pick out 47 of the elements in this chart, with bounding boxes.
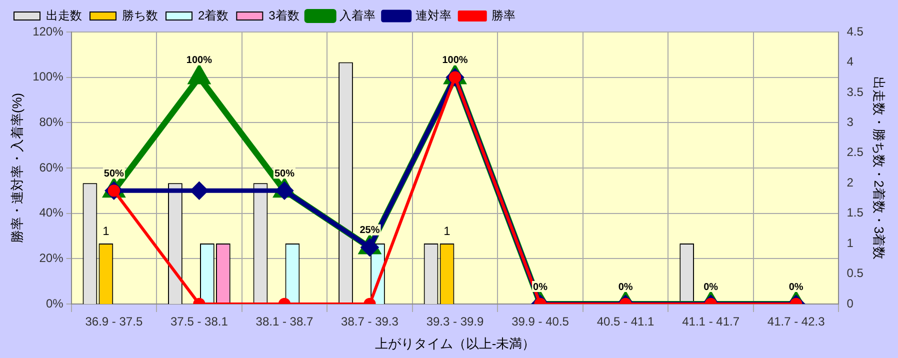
legend-label: 3着数	[268, 8, 300, 22]
legend-label: 勝率	[491, 8, 516, 22]
y-tick-label: 120%	[32, 24, 64, 38]
y-axis-title: 勝率・連対率・入着率(%)	[9, 92, 24, 244]
x-tick-label: 38.7 - 39.3	[341, 314, 399, 329]
y-tick-label: 100%	[32, 70, 64, 84]
y-tick-label: 60%	[39, 160, 64, 174]
data-label: 0%	[618, 282, 633, 293]
legend-label: 勝ち数	[122, 8, 158, 22]
y2-tick-label: 3.5	[846, 84, 864, 99]
data-label: 50%	[274, 168, 295, 180]
data-label: 0%	[533, 282, 548, 293]
data-label: 50%	[104, 168, 124, 180]
y2-tick-label: 2.5	[846, 145, 864, 160]
y-tick-label: 20%	[39, 250, 64, 265]
y2-tick-label: 1	[846, 236, 854, 250]
y2-axis-title: 出走数・勝ち数・2着数・3着数	[872, 76, 887, 260]
data-label: 100%	[442, 55, 468, 66]
x-axis-title: 上がりタイム（以上-未満）	[374, 336, 536, 351]
y-tick-label: 40%	[39, 206, 64, 220]
x-tick-label: 38.1 - 38.7	[256, 314, 314, 329]
x-tick-label: 37.5 - 38.1	[170, 314, 228, 329]
x-tick-label: 41.7 - 42.3	[767, 314, 826, 329]
y2-tick-label: 0	[846, 296, 854, 310]
x-tick-label: 39.9 - 40.5	[512, 314, 570, 329]
legend-label: 入着率	[339, 8, 376, 22]
data-label: 1	[444, 224, 451, 238]
y2-tick-label: 4.5	[846, 24, 864, 38]
legend-label: 連対率	[415, 8, 452, 22]
x-tick-label: 36.9 - 37.5	[85, 314, 143, 329]
legend-label: 出走数	[46, 8, 82, 22]
data-label: 25%	[360, 225, 380, 236]
y2-tick-label: 3	[846, 114, 854, 129]
y2-tick-label: 1.5	[846, 206, 864, 220]
data-label: 0%	[788, 282, 804, 293]
y2-tick-label: 4	[846, 54, 854, 69]
data-label: 100%	[186, 55, 212, 66]
data-label: 0%	[704, 282, 718, 293]
x-tick-label: 41.1 - 41.7	[682, 314, 740, 329]
legend-label: 2着数	[198, 8, 229, 22]
y-tick-label: 80%	[39, 114, 64, 129]
x-tick-label: 40.5 - 41.1	[596, 314, 655, 329]
x-tick-label: 39.3 - 39.9	[426, 314, 484, 329]
y-tick-label: 0%	[46, 296, 64, 310]
y2-tick-label: 0.5	[846, 266, 864, 280]
data-label: 1	[102, 224, 110, 238]
y2-tick-label: 2	[846, 175, 854, 190]
